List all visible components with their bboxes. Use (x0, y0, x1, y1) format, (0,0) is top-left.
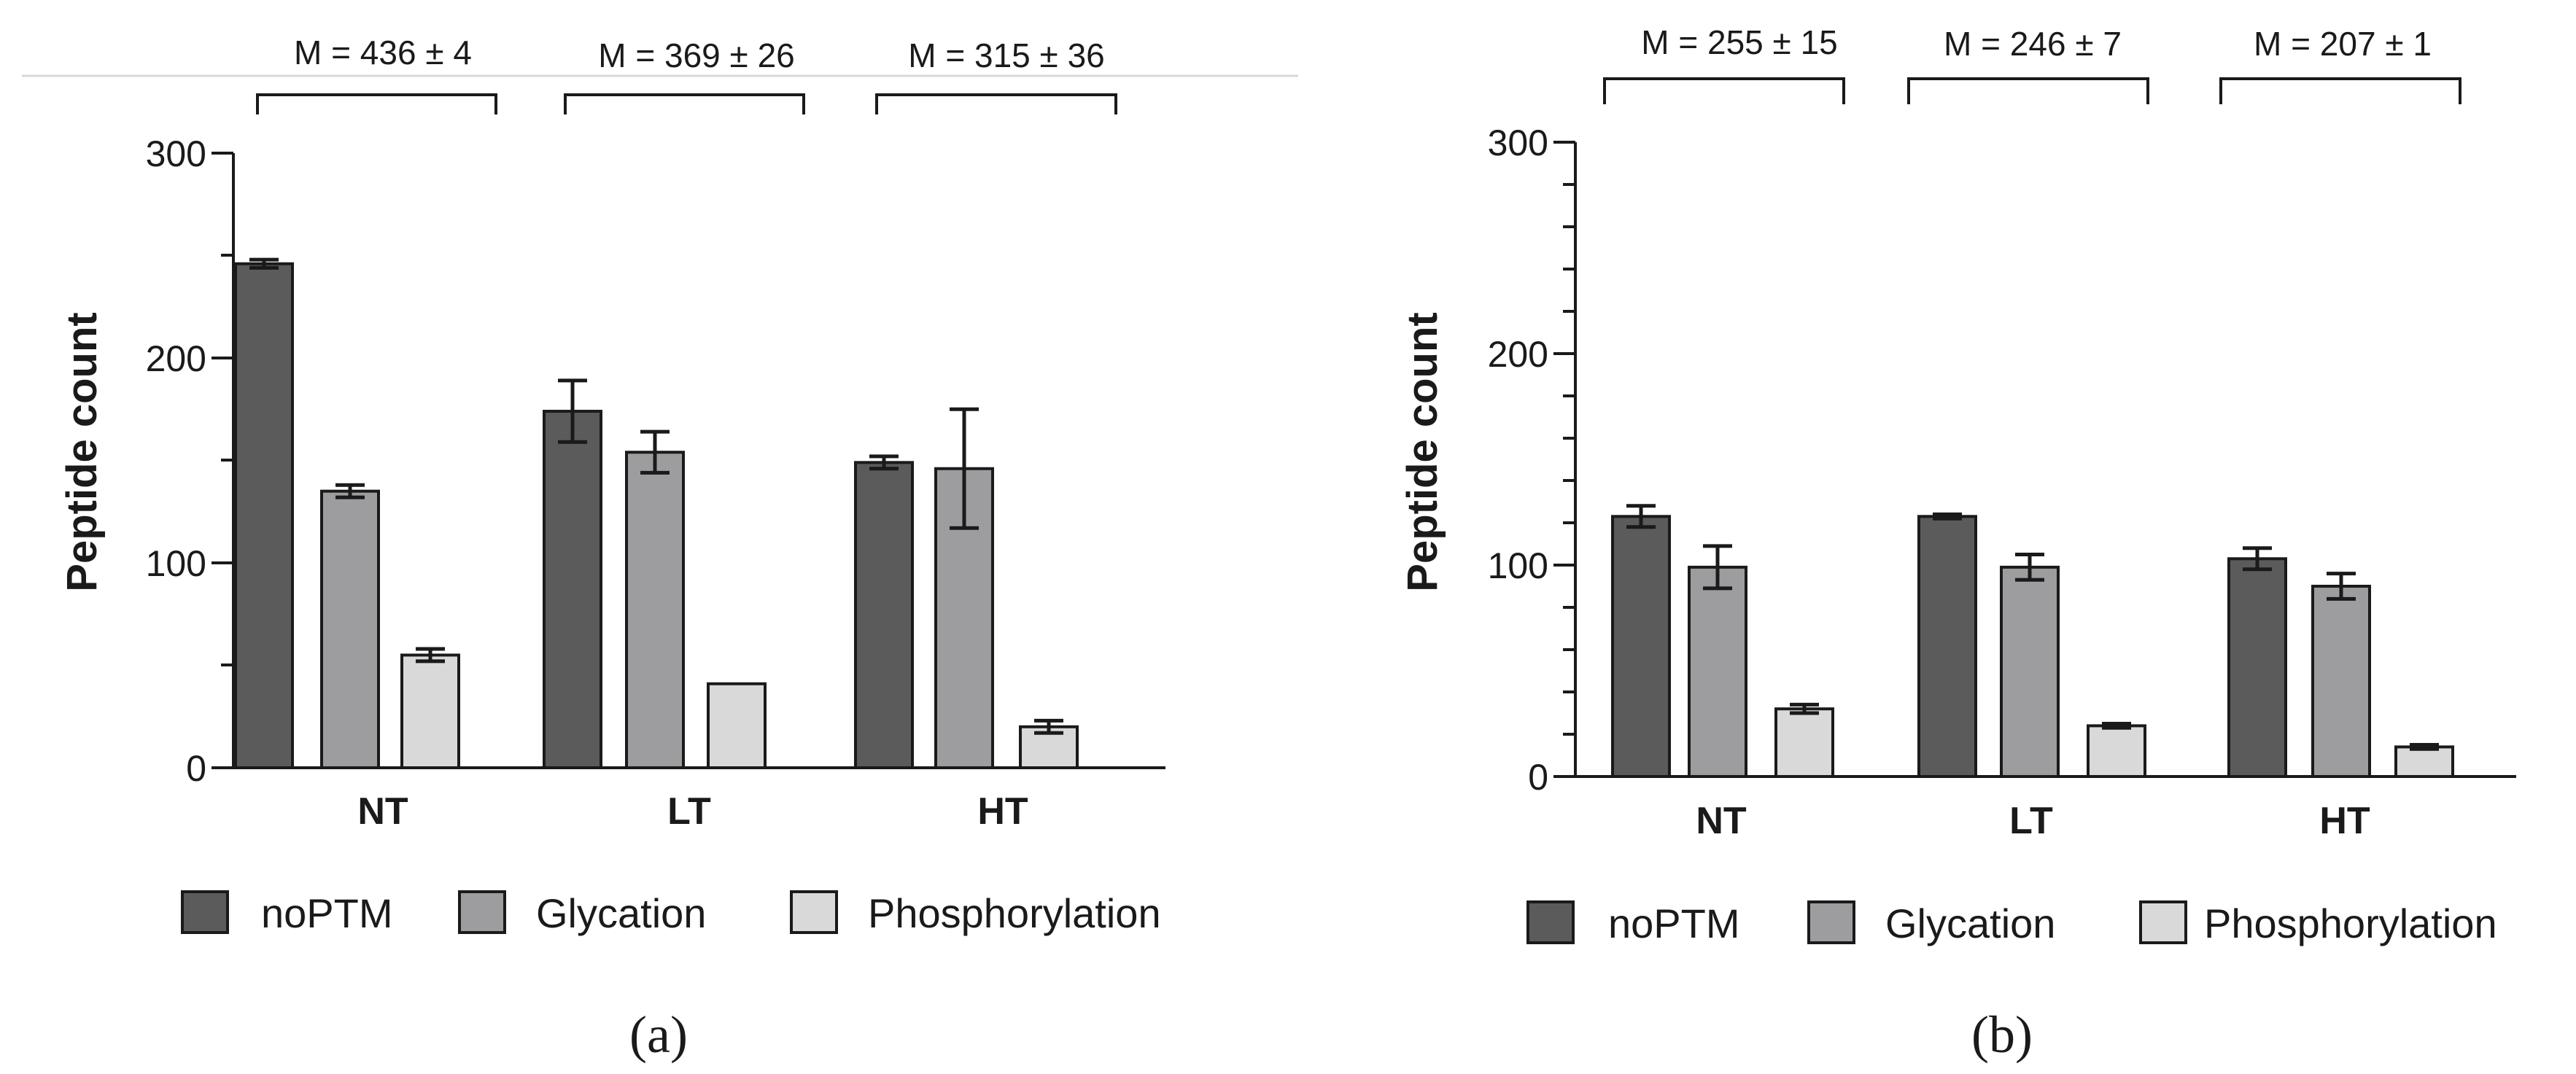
panel-a-legend-swatch-phosphorylation (790, 890, 838, 934)
panel-a-errorbar-lt-noptm (558, 378, 587, 444)
panel-a-category-ht: HT (977, 790, 1028, 833)
panel-a-ytick-100: 100 (146, 543, 206, 584)
panel-a-legend: noPTM Glycation Phosphorylation (181, 890, 1161, 936)
panel-a-errorbar-ht-phosphorylation (1034, 718, 1063, 735)
panel-a-ytick-0: 0 (186, 748, 206, 789)
panel-b-errorbar-ht-phosphorylation (2410, 743, 2439, 751)
panel-b-ytick-100: 100 (1488, 545, 1548, 586)
panel-b-errorbar-lt-phosphorylation (2102, 722, 2131, 730)
panel-b-errorbar-nt-glycation (1703, 544, 1732, 591)
panel-a-bar-ht-noptm (854, 461, 914, 769)
panel-b-bars (1611, 504, 2454, 779)
panel-b: 0 100 200 300 Peptide count NT LT HT M =… (1399, 23, 2516, 1064)
panel-a-ytick-300: 300 (146, 133, 206, 174)
panel-a-legend-swatch-noptm (181, 890, 229, 934)
panel-b-errorbar-nt-noptm (1626, 504, 1656, 529)
panel-a-label: (a) (629, 1005, 688, 1064)
panel-a-annotation-lt: M = 369 ± 26 (598, 36, 794, 74)
panel-b-bar-ht-glycation (2311, 585, 2371, 778)
panel-a-y-axis-label: Peptide count (58, 312, 106, 591)
panel-b-legend: noPTM Glycation Phosphorylation (1526, 900, 2497, 946)
panel-b-legend-swatch-glycation (1807, 900, 1855, 944)
panel-b-bar-nt-noptm (1611, 515, 1671, 778)
panel-b-bar-ht-noptm (2227, 557, 2287, 778)
panel-a-bars (234, 257, 1079, 770)
panel-a-bar-nt-phosphorylation (400, 653, 460, 770)
panel-b-errorbar-lt-noptm (1933, 512, 1962, 521)
panel-a-errorbar-nt-glycation (335, 483, 365, 499)
panel-b-legend-label-noptm: noPTM (1608, 900, 1740, 946)
panel-b-ytick-0: 0 (1528, 757, 1548, 798)
panel-b-bar-lt-noptm (1917, 515, 1977, 778)
panel-b-bar-lt-phosphorylation (2087, 724, 2146, 779)
panel-a-bar-lt-noptm (543, 410, 602, 769)
panel-b-errorbar-nt-phosphorylation (1790, 702, 1819, 715)
panel-b-errorbar-ht-glycation (2327, 572, 2356, 601)
panel-a-annotation-nt: M = 436 ± 4 (294, 34, 472, 71)
panel-a-annotations: M = 436 ± 4 M = 369 ± 26 M = 315 ± 36 (256, 34, 1117, 114)
panel-b-category-ht: HT (2319, 800, 2370, 842)
panel-a-errorbar-ht-glycation (950, 407, 979, 530)
panel-a-legend-label-phosphorylation: Phosphorylation (868, 890, 1161, 936)
panel-b-legend-label-glycation: Glycation (1885, 900, 2055, 946)
panel-b-legend-swatch-phosphorylation (2139, 900, 2187, 944)
panel-b-label: (b) (1971, 1005, 2033, 1064)
panel-a-y-axis: 0 100 200 300 Peptide count (58, 133, 235, 789)
panel-a-legend-swatch-glycation (458, 890, 506, 934)
panel-b-annotation-lt: M = 246 ± 7 (1944, 25, 2122, 63)
panel-b-category-labels: NT LT HT (1696, 800, 2370, 842)
panel-a-bar-lt-glycation (625, 451, 685, 769)
panel-b-ytick-300: 300 (1488, 122, 1548, 163)
panel-a-legend-label-glycation: Glycation (536, 890, 706, 936)
panel-b-bracket-nt (1603, 77, 1845, 104)
panel-b-category-nt: NT (1696, 800, 1747, 842)
panel-a-category-lt: LT (667, 790, 711, 833)
panel-a-errorbar-nt-phosphorylation (416, 647, 445, 664)
panel-a-errorbar-lt-glycation (640, 429, 670, 475)
panel-b-annotation-ht: M = 207 ± 1 (2254, 25, 2432, 63)
panel-a-errorbar-ht-noptm (869, 454, 899, 471)
panel-a-bracket-nt (256, 93, 497, 114)
panel-b-legend-label-phosphorylation: Phosphorylation (2204, 900, 2497, 946)
panel-b-bar-nt-phosphorylation (1774, 707, 1834, 779)
panel-a-category-labels: NT LT HT (357, 790, 1028, 833)
panel-b-annotation-nt: M = 255 ± 15 (1641, 23, 1837, 61)
panel-b-bar-nt-glycation (1688, 565, 1747, 779)
panel-b-errorbar-lt-glycation (2015, 553, 2044, 582)
panel-b-legend-swatch-noptm (1526, 900, 1575, 944)
panel-a-legend-label-noptm: noPTM (261, 890, 393, 936)
panel-b-y-axis-label: Peptide count (1399, 312, 1446, 591)
panel-a-bar-lt-phosphorylation (707, 682, 767, 769)
panel-a: 0 100 200 300 Peptide count NT LT HT M =… (58, 34, 1165, 1064)
panel-a-category-nt: NT (357, 790, 408, 833)
panel-a-bar-nt-noptm (234, 262, 294, 769)
panel-a-bracket-ht (875, 93, 1117, 114)
panel-b-bar-lt-glycation (2000, 565, 2060, 779)
panel-b-bracket-ht (2219, 77, 2461, 104)
panel-b-annotations: M = 255 ± 15 M = 246 ± 7 M = 207 ± 1 (1603, 23, 2461, 104)
panel-b-y-axis: 0 100 200 300 Peptide count (1399, 122, 1577, 798)
panel-b-errorbar-ht-noptm (2243, 546, 2272, 572)
panel-b-bracket-lt (1907, 77, 2149, 104)
panel-b-bar-ht-phosphorylation (2394, 745, 2454, 779)
panel-a-bar-nt-glycation (320, 489, 380, 770)
panel-a-ytick-200: 200 (146, 338, 206, 379)
panel-b-category-lt: LT (2009, 800, 2053, 842)
panel-b-ytick-200: 200 (1488, 334, 1548, 375)
panel-a-bracket-lt (564, 93, 805, 114)
panel-a-annotation-ht: M = 315 ± 36 (908, 36, 1104, 74)
panel-a-errorbar-nt-noptm (249, 257, 279, 270)
